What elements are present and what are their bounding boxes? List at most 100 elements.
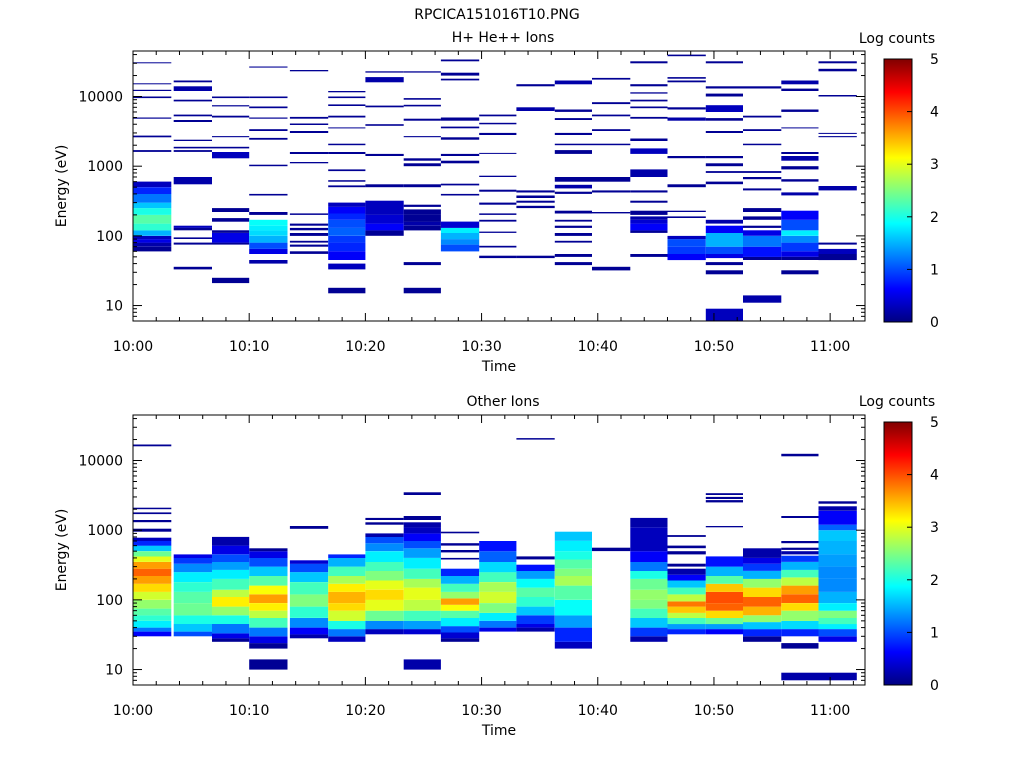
heatmap-cell bbox=[365, 71, 404, 73]
heatmap-cell bbox=[818, 524, 857, 531]
colorbar-tick-label: 0 bbox=[930, 678, 939, 694]
heatmap-cell bbox=[781, 603, 819, 611]
heatmap-cell bbox=[554, 551, 592, 560]
heatmap-cell bbox=[818, 136, 857, 138]
heatmap-cell bbox=[554, 240, 592, 243]
y-tick-label: 1000 bbox=[87, 159, 123, 175]
heatmap-cell bbox=[781, 219, 819, 231]
heatmap-cell bbox=[705, 308, 743, 321]
heatmap-cell bbox=[705, 156, 743, 159]
heatmap-cell bbox=[743, 256, 782, 260]
heatmap-cell bbox=[440, 557, 480, 560]
heatmap-cell bbox=[403, 492, 441, 495]
x-axis-label: Time bbox=[481, 359, 516, 375]
heatmap-cell bbox=[667, 587, 706, 595]
heatmap-cell bbox=[743, 230, 782, 236]
heatmap-cell bbox=[133, 239, 172, 243]
colorbar-label: Log counts bbox=[859, 31, 935, 47]
heatmap-cell bbox=[173, 146, 212, 149]
heatmap-cell bbox=[249, 659, 288, 670]
heatmap-cell bbox=[781, 577, 819, 586]
heatmap-cell bbox=[440, 568, 480, 576]
colorbar: Log counts 0 1 2 3 4 5 bbox=[859, 31, 939, 331]
y-tick-label: 100 bbox=[96, 229, 123, 245]
heatmap-cell bbox=[667, 545, 706, 549]
heatmap-cell bbox=[705, 131, 743, 133]
heatmap-cell bbox=[479, 202, 517, 205]
heatmap-cell bbox=[743, 115, 782, 118]
heatmap-cell bbox=[249, 212, 288, 215]
heatmap-cell bbox=[133, 444, 172, 447]
heatmap-cell bbox=[705, 225, 743, 233]
heatmap-cell bbox=[133, 187, 172, 194]
y-tick-label: 1000 bbox=[87, 523, 123, 539]
heatmap-cell bbox=[705, 566, 743, 576]
heatmap-cell bbox=[328, 180, 366, 182]
heatmap-cell bbox=[667, 624, 706, 630]
heatmap-cell bbox=[743, 636, 782, 642]
heatmap-cell bbox=[781, 620, 819, 630]
heatmap-cell bbox=[173, 572, 212, 582]
heatmap-cell bbox=[516, 564, 555, 571]
heatmap-cell bbox=[667, 184, 706, 188]
heatmap-cell bbox=[440, 244, 480, 252]
heatmap-cell bbox=[212, 146, 250, 149]
heatmap-cell bbox=[667, 594, 706, 602]
heatmap-cell bbox=[212, 606, 250, 616]
heatmap-cell bbox=[705, 105, 743, 112]
heatmap-cell bbox=[328, 620, 366, 630]
heatmap-cell bbox=[365, 599, 404, 611]
heatmap-cell bbox=[403, 557, 441, 569]
heatmap-cell bbox=[781, 629, 819, 637]
heatmap-cell bbox=[743, 295, 782, 303]
y-axis-label: Energy (eV) bbox=[54, 145, 70, 228]
heatmap-cell bbox=[781, 80, 819, 85]
heatmap-cell bbox=[554, 225, 592, 228]
heatmap-cell bbox=[403, 209, 441, 215]
heatmap-cell bbox=[133, 537, 172, 541]
heatmap-cell bbox=[743, 216, 782, 220]
x-axis: 10:00 10:10 10:20 10:30 10:40 10:50 11:00 bbox=[113, 415, 854, 719]
heatmap-cell bbox=[630, 254, 668, 257]
heatmap-cell bbox=[516, 195, 555, 198]
heatmap-cell bbox=[781, 251, 819, 257]
heatmap-cell bbox=[630, 200, 668, 203]
heatmap-cell bbox=[173, 266, 212, 270]
heatmap-cell bbox=[705, 86, 743, 89]
heatmap-cell bbox=[249, 117, 288, 119]
heatmap-cell bbox=[743, 235, 782, 247]
heatmap-cell bbox=[818, 506, 857, 511]
heatmap-cell bbox=[173, 237, 212, 239]
heatmap-cell bbox=[554, 184, 592, 189]
heatmap-cell bbox=[212, 569, 250, 579]
heatmap-cell bbox=[289, 123, 329, 125]
heatmap-cell bbox=[289, 627, 329, 635]
heatmap-cell bbox=[440, 227, 480, 233]
heatmap-cell bbox=[781, 156, 819, 161]
heatmap-cell bbox=[667, 563, 706, 567]
heatmap-cell bbox=[781, 585, 819, 595]
heatmap-cell bbox=[554, 585, 592, 600]
heatmap-cell bbox=[630, 148, 668, 154]
heatmap-cell bbox=[133, 214, 172, 224]
heatmap-cell bbox=[479, 219, 517, 222]
heatmap-cell bbox=[249, 260, 288, 264]
colorbar: Log counts 0 1 2 3 4 5 bbox=[859, 394, 939, 694]
heatmap-cell bbox=[289, 618, 329, 628]
heatmap-cell bbox=[818, 618, 857, 625]
heatmap-cell bbox=[781, 256, 819, 260]
heatmap-cells bbox=[133, 438, 857, 681]
heatmap-cell bbox=[592, 266, 631, 271]
heatmap-cell bbox=[440, 626, 480, 633]
heatmap-cell bbox=[403, 158, 441, 161]
heatmap-cell bbox=[212, 597, 250, 607]
heatmap-cell bbox=[440, 193, 480, 196]
heatmap-cell bbox=[328, 576, 366, 584]
heatmap-cell bbox=[781, 192, 819, 196]
heatmap-cell bbox=[365, 610, 404, 621]
heatmap-cell bbox=[630, 551, 668, 562]
heatmap-cell bbox=[630, 138, 668, 141]
heatmap-cell bbox=[249, 618, 288, 628]
heatmap-cell bbox=[133, 545, 172, 552]
heatmap-cell bbox=[743, 548, 782, 558]
